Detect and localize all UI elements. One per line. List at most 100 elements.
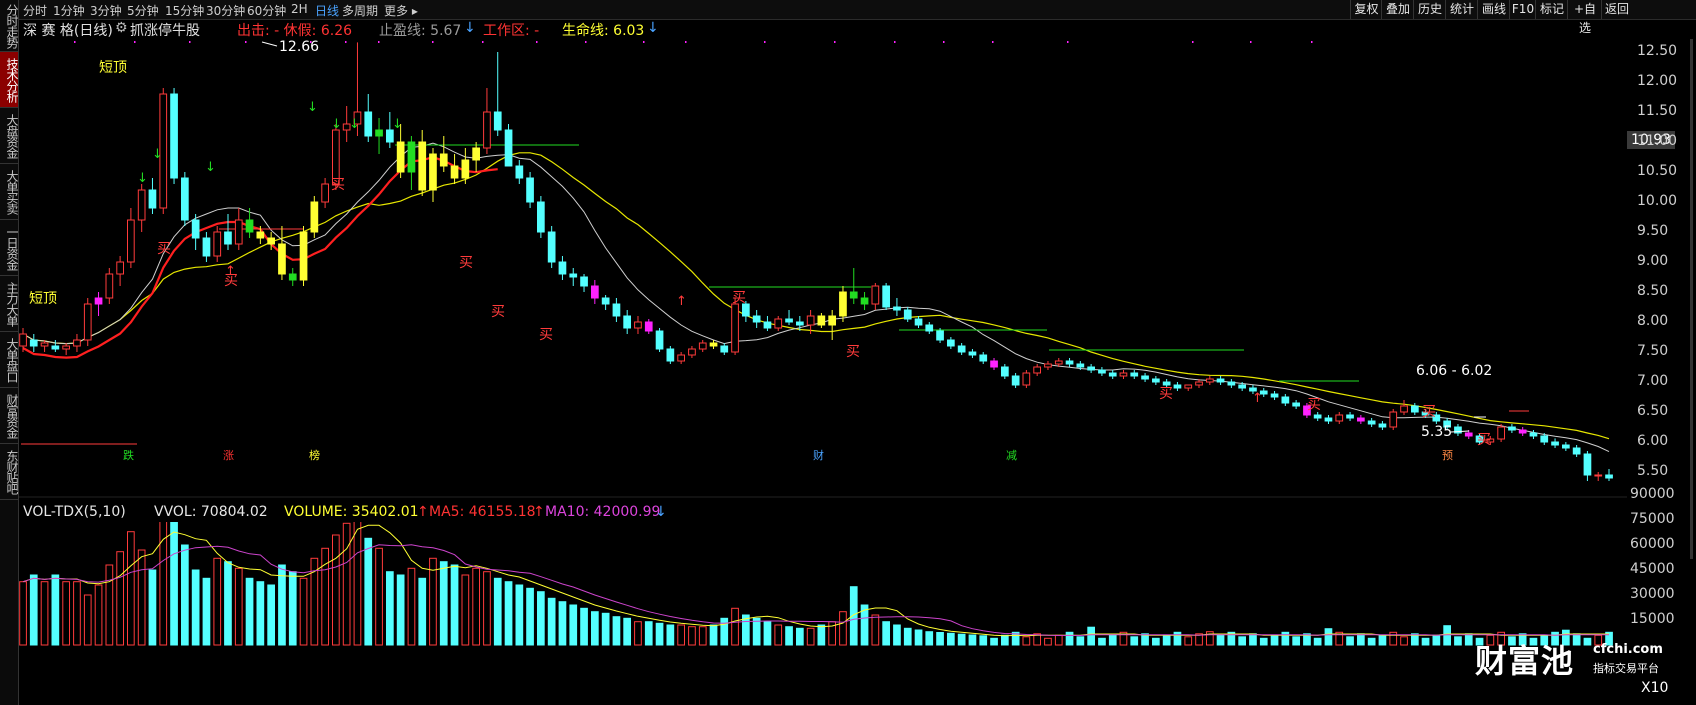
volume-bar (83, 594, 92, 646)
volume-axis-tick: 90000 (1630, 486, 1675, 502)
volume-bar (968, 634, 977, 646)
buy-signal-label: 买 (1307, 397, 1321, 413)
period-tab-2[interactable]: 1分钟 (53, 4, 85, 18)
candle-body (644, 321, 653, 332)
toolbar-button-1[interactable]: 复权 (1350, 0, 1382, 19)
candle-body (580, 276, 588, 287)
period-tab-6[interactable]: 30分钟 (206, 4, 246, 18)
candle-body (288, 273, 297, 281)
volume-indicator-label[interactable]: VOL-TDX(5,10) (23, 504, 126, 520)
candle-body (1583, 453, 1592, 476)
volume-bar (1098, 637, 1106, 646)
candle-body (774, 318, 783, 329)
candle-body (332, 129, 340, 185)
period-tab-7[interactable]: 60分钟 (247, 4, 287, 18)
toolbar-button-7[interactable]: 标记 (1535, 0, 1568, 19)
period-tab-5[interactable]: 15分钟 (165, 4, 205, 18)
volume-bar (73, 581, 81, 646)
volume-bar (1022, 636, 1031, 646)
nav-item-3[interactable]: 大盘资金 (0, 108, 19, 164)
nav-item-8[interactable]: 财富资金 (0, 388, 19, 444)
toolbar-button-3[interactable]: 历史 (1413, 0, 1446, 19)
top-tick-mark (1250, 41, 1252, 43)
volume-axis-tick: 30000 (1630, 586, 1675, 602)
candle-body (1367, 420, 1376, 425)
candle-body (1162, 381, 1171, 386)
volume-bar (1464, 633, 1473, 646)
period-tab-3[interactable]: 3分钟 (90, 4, 122, 18)
candle-body (148, 189, 157, 209)
brand-watermark: 财富池 cfchi.com 指标交易平台 (1475, 636, 1663, 682)
candle-body (1357, 417, 1365, 422)
candle-body (1411, 405, 1419, 413)
nav-item-2[interactable]: 技术分析 (0, 52, 19, 108)
nav-item-7[interactable]: 大单盘口 (0, 332, 19, 388)
volume-bar (1130, 636, 1139, 646)
top-tick-mark (1311, 41, 1313, 43)
current-price-tag: 10.93 (1627, 131, 1675, 149)
period-tab-8[interactable]: 2H (291, 2, 308, 16)
volume-bar (1065, 631, 1074, 646)
volume-chart[interactable] (19, 522, 1627, 705)
candle-body (1238, 384, 1247, 389)
candle-body (903, 309, 912, 320)
volume-bar (817, 624, 826, 646)
green-down-arrow-icon: ↓ (137, 171, 148, 186)
period-tab-1[interactable]: 分时 (23, 4, 48, 18)
volume-axis-tick: 75000 (1630, 511, 1675, 527)
right-edge-strip (1690, 39, 1693, 559)
volume-bar (526, 587, 534, 646)
nav-item-4[interactable]: 大单买卖 (0, 164, 19, 220)
period-tab-11[interactable]: 更多 ▸ (384, 4, 418, 18)
candle-body (601, 297, 610, 305)
volume-bar (1605, 631, 1613, 646)
volume-bar (1475, 637, 1484, 646)
volume-bar (763, 621, 772, 646)
period-tab-4[interactable]: 5分钟 (127, 4, 159, 18)
period-tab-10[interactable]: 多周期 (342, 4, 379, 18)
volume-bar (1562, 629, 1570, 646)
candle-body (1594, 474, 1603, 477)
toolbar-button-6[interactable]: F10 (1509, 0, 1536, 19)
candle-body (957, 345, 966, 353)
nav-item-9[interactable]: 东财贴吧 (0, 444, 19, 500)
candle-body (224, 231, 232, 245)
volume-bar (224, 561, 232, 646)
toolbar-button-4[interactable]: 统计 (1445, 0, 1478, 19)
stop-value: 止盈线: 5.67 (379, 23, 462, 39)
volume-bar (234, 567, 243, 646)
volume-bar (558, 601, 567, 646)
buy-signal-label: 买 (331, 177, 345, 193)
period-tab-9[interactable]: 日线 (315, 4, 340, 18)
volume-bar (148, 569, 157, 646)
nav-item-6[interactable]: 主力大单 (0, 276, 19, 332)
volume-bar (40, 581, 49, 646)
candle-body (936, 330, 944, 341)
top-tick-mark (74, 41, 76, 43)
volume-bar (1389, 631, 1398, 646)
nav-item-1[interactable]: 分时走势 (0, 0, 19, 52)
volume-bar (666, 624, 675, 646)
candle-body (245, 219, 254, 233)
candle-body (547, 231, 556, 263)
volume-bar (1400, 636, 1408, 646)
volume-bar (364, 537, 373, 646)
candle-body (1281, 396, 1290, 404)
buy-signal-label: 买 (157, 241, 171, 257)
settings-gear-icon[interactable]: ⚙ (115, 20, 128, 36)
range-label: 6.06 - 6.02 (1416, 363, 1492, 379)
candle-body (1054, 360, 1063, 365)
toolbar-button-5[interactable]: 画线 (1477, 0, 1510, 19)
candle-body (73, 339, 81, 347)
toolbar-button-8[interactable]: +自选 (1567, 0, 1602, 35)
volume-bar (170, 522, 178, 646)
indicator-name[interactable]: 抓涨停牛股 (130, 23, 200, 39)
volume-bar (321, 547, 329, 646)
toolbar-button-2[interactable]: 叠加 (1381, 0, 1414, 19)
nav-item-5[interactable]: 一日资金 (0, 220, 19, 276)
top-tick-mark (834, 41, 836, 43)
price-axis-tick: 8.50 (1637, 283, 1669, 299)
toolbar-button-9[interactable]: 返回 (1601, 0, 1632, 19)
volume-bar (386, 571, 394, 646)
